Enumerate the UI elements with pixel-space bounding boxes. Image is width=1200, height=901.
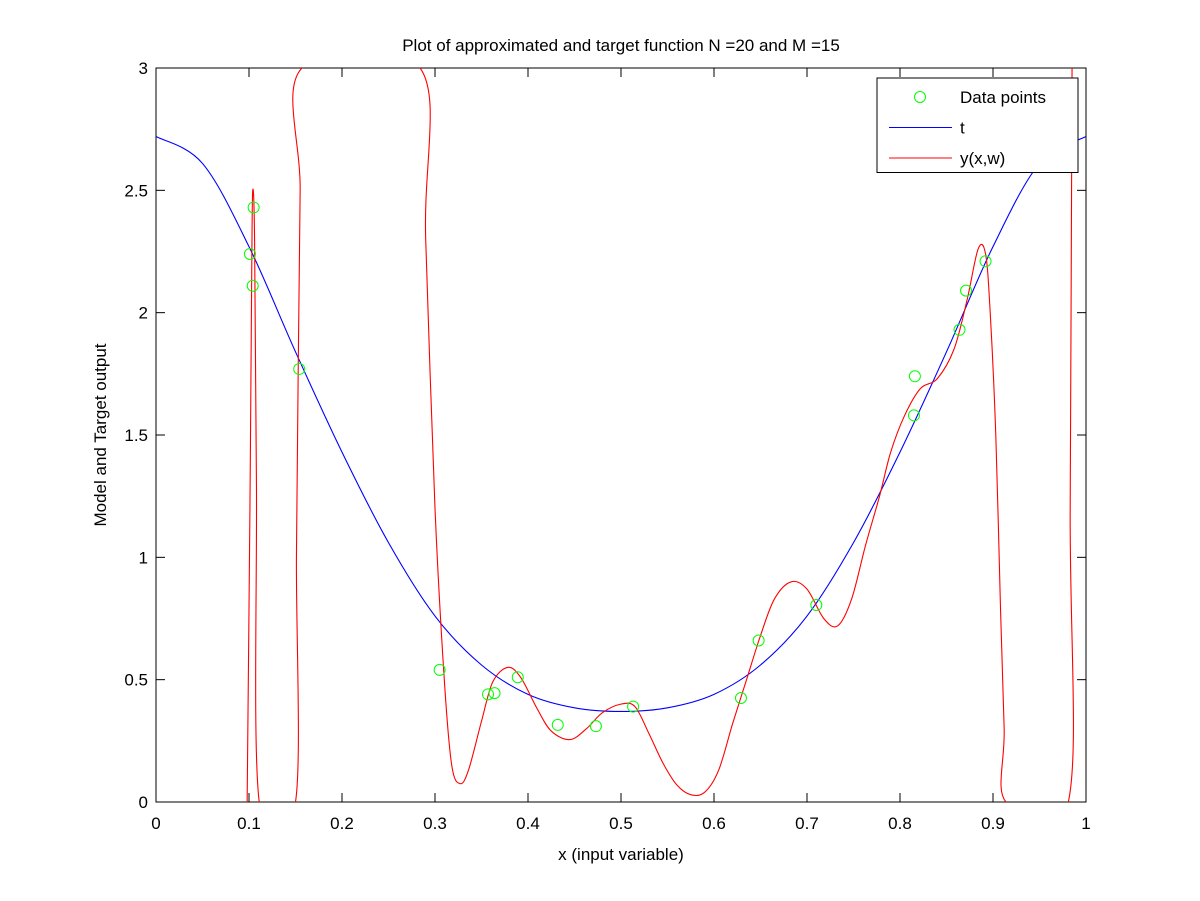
y-tick-label: 1.5 (124, 426, 148, 445)
x-axis-label: x (input variable) (558, 845, 684, 864)
y-axis-label: Model and Target output (91, 343, 110, 526)
data-point-marker (734, 692, 747, 705)
data-point-marker (907, 409, 920, 422)
series-layer (156, 68, 1086, 802)
x-tick-label: 0.7 (795, 814, 819, 833)
x-tick-label: 0.9 (981, 814, 1005, 833)
data-point-marker (953, 323, 966, 336)
x-tick-label: 0.1 (237, 814, 261, 833)
data-point-marker (511, 671, 524, 684)
data-point-marker (627, 700, 640, 713)
x-tick-label: 0.8 (888, 814, 912, 833)
data-point-marker (243, 247, 256, 260)
x-tick-label: 1 (1081, 814, 1090, 833)
legend-label: Data points (960, 88, 1046, 107)
data-point-marker (247, 201, 260, 214)
data-point-marker (246, 279, 259, 292)
data-point-marker (752, 634, 765, 647)
data-point-marker (908, 370, 921, 383)
x-tick-label: 0.6 (702, 814, 726, 833)
legend-label: y(x,w) (960, 149, 1005, 168)
y-tick-label: 0 (139, 793, 148, 812)
data-point-marker (551, 718, 564, 731)
data-point-marker (482, 688, 495, 701)
legend-label: t (960, 119, 965, 138)
x-tick-label: 0.5 (609, 814, 633, 833)
x-tick-label: 0.4 (516, 814, 540, 833)
y-tick-label: 2.5 (124, 181, 148, 200)
axis-ticks: 0 0.1 0.2 0.3 0.4 0.5 0.6 0.7 0.8 0.9 1 0 0.5 1 1.5 2 2.… (124, 59, 1090, 833)
legend-marker-icon (914, 91, 926, 103)
data-point-marker (979, 255, 992, 268)
data-point-marker (433, 663, 446, 676)
legend-box (876, 77, 1079, 173)
y-tick-label: 1 (139, 548, 148, 567)
legend: Data points t y(x,w) (876, 77, 1079, 173)
data-point-marker (293, 362, 306, 375)
chart-title: Plot of approximated and target function… (402, 36, 840, 55)
data-point-marker (589, 720, 602, 733)
data-point-marker (960, 284, 973, 297)
axes-box (155, 67, 1087, 803)
x-tick-label: 0.2 (330, 814, 354, 833)
y-tick-label: 3 (139, 59, 148, 78)
plot-area: 0 0.1 0.2 0.3 0.4 0.5 0.6 0.7 0.8 0.9 1 0 0.5 1 1.5 2 2.… (124, 59, 1090, 833)
data-point-marker (810, 599, 823, 612)
y-tick-label: 2 (139, 304, 148, 323)
series-line-t (156, 136, 1086, 713)
x-tick-label: 0 (151, 814, 160, 833)
x-tick-label: 0.3 (423, 814, 447, 833)
y-tick-label: 0.5 (124, 671, 148, 690)
data-point-marker (488, 687, 501, 700)
